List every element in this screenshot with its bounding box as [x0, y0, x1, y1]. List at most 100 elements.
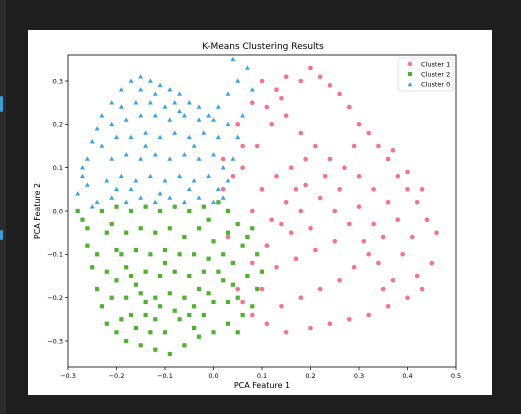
data-point [109, 195, 115, 200]
data-point [99, 304, 104, 309]
data-point [269, 122, 274, 127]
data-point [153, 347, 158, 352]
data-point [356, 174, 362, 179]
data-point [133, 100, 139, 105]
data-point [240, 243, 245, 248]
data-point [186, 100, 192, 105]
data-point [181, 199, 187, 205]
x-tick-label: 0.3 [354, 372, 364, 380]
data-point [235, 295, 240, 300]
data-point [255, 286, 260, 292]
data-point [327, 156, 333, 162]
data-point [187, 312, 192, 318]
data-point [201, 269, 206, 274]
data-point [133, 247, 138, 253]
data-point [191, 178, 197, 183]
data-point [128, 312, 134, 318]
data-point [385, 200, 391, 205]
data-point [104, 178, 110, 183]
data-point [351, 265, 357, 270]
data-point [123, 199, 129, 205]
data-point [235, 122, 240, 127]
data-point [109, 100, 115, 105]
y-tick-label: 0.1 [53, 164, 63, 172]
data-point [317, 74, 323, 79]
data-point [216, 269, 221, 274]
data-point [288, 165, 294, 170]
y-tick-label: −0.1 [47, 251, 63, 259]
data-point [119, 252, 124, 257]
data-point [181, 152, 187, 157]
data-point [167, 117, 173, 122]
data-point [152, 152, 158, 157]
data-point [172, 269, 177, 274]
data-point [153, 295, 158, 300]
data-point [410, 234, 415, 240]
data-point [274, 87, 279, 92]
data-point [157, 134, 163, 140]
data-point [240, 143, 245, 149]
data-point [317, 195, 323, 201]
legend-box [397, 57, 454, 92]
data-point [255, 252, 260, 257]
data-point [405, 187, 410, 192]
data-point [114, 330, 119, 335]
data-point [128, 78, 134, 83]
data-point [172, 100, 178, 105]
x-tick-label: 0.2 [305, 372, 315, 380]
data-point [95, 252, 100, 257]
scatter-chart: K-Means Clustering Results −0.3 −0.2 −0.1 0… [33, 42, 461, 390]
data-point [264, 243, 270, 248]
data-point [225, 321, 231, 326]
data-point [279, 96, 284, 101]
data-point [133, 282, 138, 287]
data-point [177, 252, 182, 257]
data-point [128, 134, 134, 140]
legend-marker-cluster-0 [407, 82, 413, 87]
data-point [192, 304, 197, 309]
data-point [405, 295, 410, 301]
data-point [385, 304, 391, 309]
data-point [225, 178, 231, 183]
data-point [158, 208, 163, 214]
data-point [172, 308, 177, 313]
data-point [414, 273, 420, 279]
data-point [123, 117, 129, 122]
data-point [167, 195, 173, 200]
data-point [138, 156, 144, 161]
data-point [293, 256, 299, 261]
data-point [327, 321, 333, 327]
data-point [221, 252, 226, 257]
data-point [167, 291, 172, 296]
data-point [143, 269, 148, 274]
data-point [220, 187, 226, 192]
data-point [148, 330, 153, 335]
legend-marker-cluster-1 [407, 61, 413, 67]
data-point [201, 204, 206, 209]
chart-figure: K-Means Clustering Results −0.3 −0.2 −0.1 0… [28, 30, 492, 395]
data-point [283, 330, 289, 335]
y-tick-label: 0.0 [53, 207, 63, 215]
data-point [376, 260, 381, 266]
series-cluster-2 [75, 200, 265, 357]
data-point [109, 221, 114, 227]
data-point [138, 291, 143, 296]
legend-label-cluster-1: Cluster 1 [421, 61, 450, 69]
data-point [225, 299, 231, 305]
data-point [143, 204, 148, 209]
data-point [162, 330, 168, 335]
data-point [250, 208, 255, 214]
data-point [158, 304, 163, 309]
data-point [167, 351, 172, 357]
data-point [104, 321, 109, 326]
data-point [308, 65, 313, 71]
data-point [221, 278, 226, 283]
y-tick-label: −0.3 [47, 337, 63, 345]
data-point [317, 286, 323, 292]
data-point [259, 187, 265, 192]
data-point [298, 208, 304, 214]
chart-title: K-Means Clustering Results [202, 42, 324, 52]
data-point [405, 169, 410, 175]
data-point [196, 104, 202, 109]
data-point [216, 200, 221, 205]
